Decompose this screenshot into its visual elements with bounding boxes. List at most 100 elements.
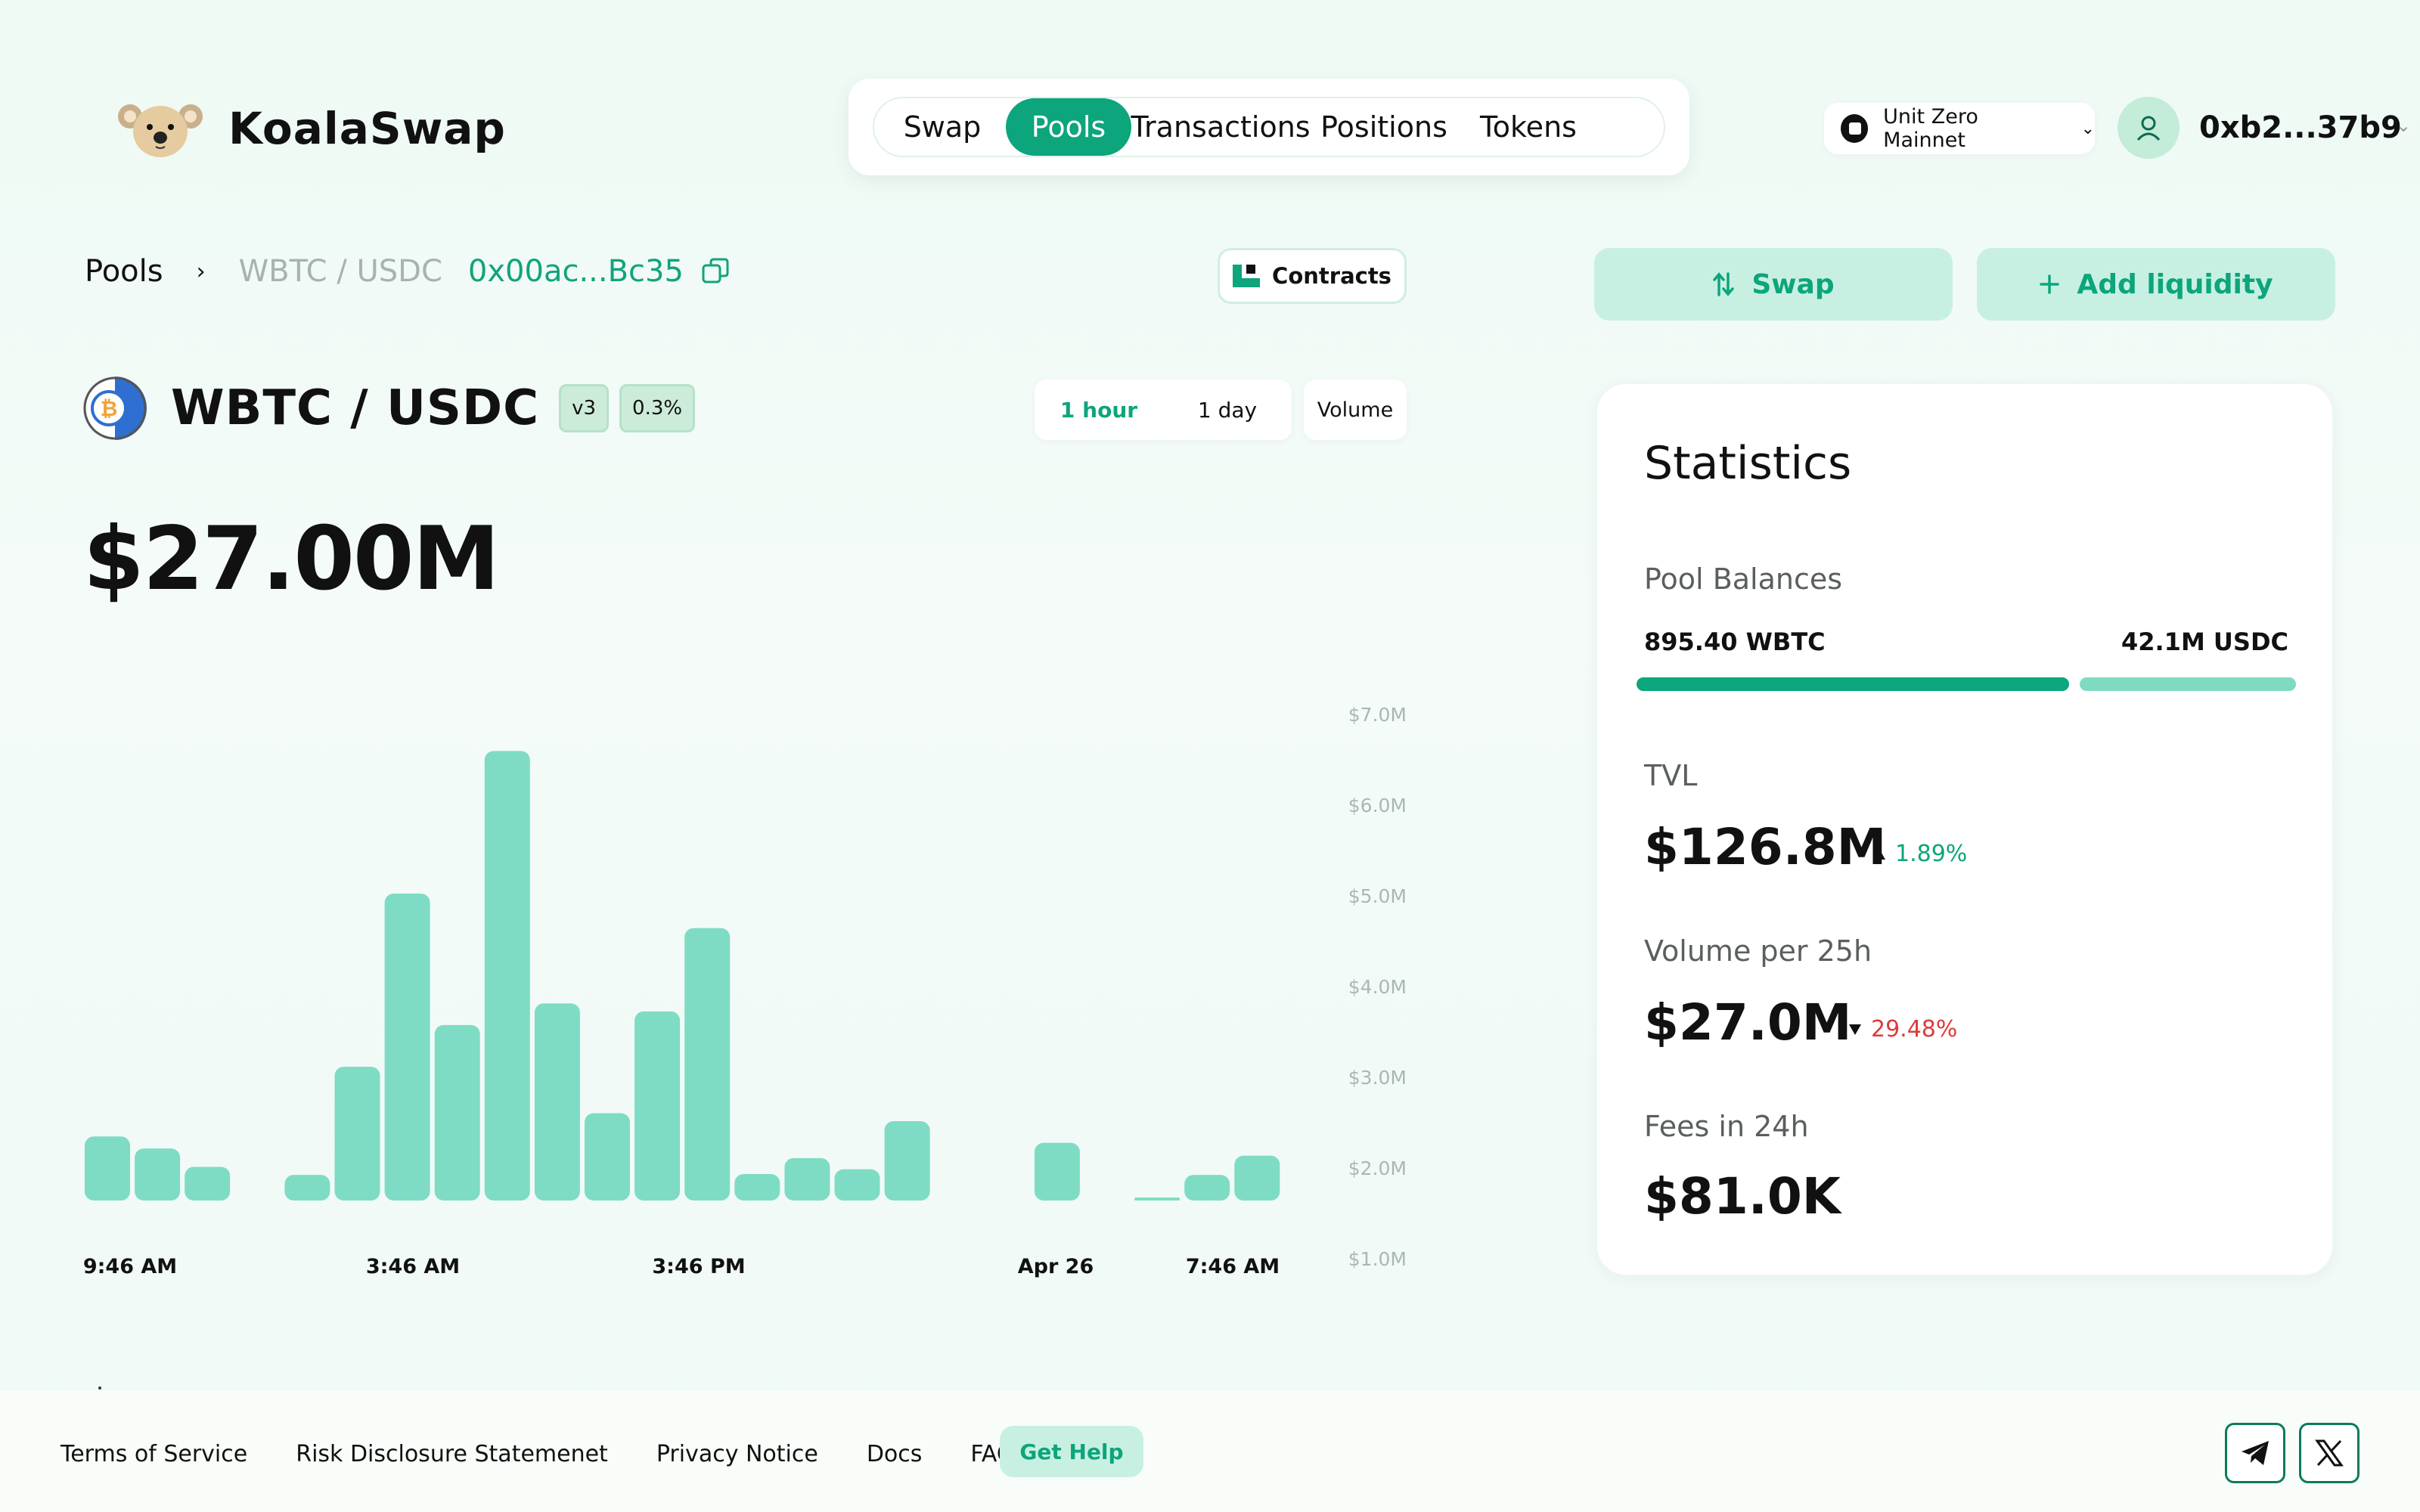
footer-link-docs[interactable]: Docs: [866, 1441, 923, 1467]
fees-value: $81.0K: [1644, 1167, 1841, 1225]
network-selector[interactable]: Unit Zero Mainnet ⌄: [1824, 103, 2095, 154]
chart-bar[interactable]: [734, 1174, 780, 1201]
main-nav: Swap Pools Transactions Positions Tokens: [849, 79, 1689, 175]
balance-bar-a: [1637, 677, 2069, 691]
range-option-1-day[interactable]: 1 day: [1197, 397, 1258, 423]
chart-bar[interactable]: [85, 1136, 130, 1201]
fee-badge: 0.3%: [619, 384, 696, 432]
pool-heading: ₿ WBTC / USDC v3 0.3%: [82, 375, 696, 442]
contracts-button[interactable]: Contracts: [1218, 248, 1407, 304]
chart-bar[interactable]: [334, 1066, 380, 1201]
chevron-down-icon: ⌄: [2080, 119, 2095, 138]
pool-balances-label: Pool Balances: [1644, 562, 1843, 596]
chart-bar[interactable]: [1134, 1198, 1181, 1201]
footer: Terms of Service Risk Disclosure Statemen…: [0, 1391, 2420, 1512]
chart-bar[interactable]: [135, 1148, 181, 1201]
chart-bar[interactable]: [1034, 1142, 1080, 1201]
breadcrumb-pair: WBTC / USDC: [238, 254, 442, 289]
triangle-down-icon: [1849, 1024, 1861, 1035]
koala-logo-icon: [118, 104, 203, 157]
version-badge: v3: [559, 384, 610, 432]
tab-pools[interactable]: Pools: [1006, 98, 1131, 156]
avatar: [2118, 97, 2180, 159]
chart-bar[interactable]: [185, 1167, 231, 1201]
x-icon: [2315, 1439, 2344, 1467]
plus-icon: [2040, 274, 2060, 294]
account-button[interactable]: 0xb2...37b9: [2118, 97, 2402, 159]
footer-link-risk-disclosure-statemenet[interactable]: Risk Disclosure Statemenet: [296, 1441, 608, 1467]
tvl-change: 1.89%: [1872, 841, 1967, 867]
chart-bar[interactable]: [884, 1121, 930, 1201]
x-tick-label: 7:46 AM: [1186, 1255, 1280, 1278]
chart-bar[interactable]: [1234, 1155, 1280, 1201]
y-tick-label: $5.0M: [1348, 885, 1407, 907]
chart-bar[interactable]: [585, 1113, 630, 1201]
fees-label: Fees in 24h: [1644, 1110, 1809, 1143]
volume-chart: 9:46 AM 3:46 AM 3:46 PM Apr 26 7:46 AM $7.0M $…: [83, 704, 1407, 1278]
chart-bar[interactable]: [1184, 1175, 1230, 1201]
tvl-change-value: 1.89%: [1895, 841, 1968, 867]
chart-bar[interactable]: [434, 1024, 480, 1201]
network-label: Unit Zero Mainnet: [1883, 105, 1978, 152]
x-tick-label: 9:46 AM: [83, 1255, 177, 1278]
chart-bar[interactable]: [634, 1011, 681, 1201]
tvl-value: $126.8M: [1644, 818, 1887, 876]
x-tick-label: 3:46 AM: [366, 1255, 460, 1278]
tab-swap[interactable]: Swap: [903, 110, 982, 144]
x-tick-label: 3:46 PM: [652, 1255, 745, 1278]
chart-bar[interactable]: [484, 751, 530, 1201]
volume-change-value: 29.48%: [1871, 1016, 1958, 1043]
chart-bar[interactable]: [684, 928, 731, 1201]
pool-balances-row: 895.40 WBTC 42.1M USDC: [1644, 627, 2288, 656]
contracts-icon: [1233, 265, 1261, 287]
balance-a: 895.40 WBTC: [1644, 627, 1826, 656]
tab-transactions[interactable]: Transactions: [1131, 110, 1311, 144]
tab-tokens[interactable]: Tokens: [1480, 110, 1577, 144]
footer-link-terms-of-service[interactable]: Terms of Service: [60, 1441, 248, 1467]
user-icon: [2136, 116, 2161, 141]
range-option-1-hour[interactable]: 1 hour: [1060, 397, 1138, 423]
chart-bar[interactable]: [384, 894, 430, 1201]
footer-links: Terms of Service Risk Disclosure Statemen…: [60, 1441, 1075, 1467]
swap-button[interactable]: Swap: [1594, 248, 1953, 321]
copy-icon[interactable]: [700, 256, 731, 287]
x-button[interactable]: [2299, 1423, 2360, 1483]
breadcrumb-pools[interactable]: Pools: [85, 254, 163, 289]
chevron-down-icon[interactable]: ⌄: [2396, 115, 2412, 136]
headline-volume-value: $27.00M: [83, 508, 500, 610]
swap-arrows-icon: [1713, 272, 1735, 296]
get-help-button[interactable]: Get Help: [1000, 1426, 1143, 1477]
chart-bar[interactable]: [834, 1169, 880, 1201]
footer-link-privacy-notice[interactable]: Privacy Notice: [656, 1441, 818, 1467]
breadcrumb: Pools › WBTC / USDC 0x00ac...Bc35: [85, 254, 731, 289]
chart-bar[interactable]: [534, 1003, 580, 1201]
nav-tabs: Swap Pools Transactions Positions Tokens: [873, 97, 1665, 157]
balance-b: 42.1M USDC: [2121, 627, 2288, 656]
x-tick-label: Apr 26: [1018, 1255, 1094, 1278]
volume-label: Volume per 25h: [1644, 934, 1872, 968]
app-logo[interactable]: KoalaSwap: [118, 97, 506, 160]
breadcrumb-separator: ›: [196, 258, 206, 285]
contracts-label: Contracts: [1272, 263, 1392, 289]
balance-bar-b: [2080, 677, 2296, 691]
app-name: KoalaSwap: [228, 103, 506, 154]
pool-address[interactable]: 0x00ac...Bc35: [467, 254, 684, 289]
y-tick-label: $6.0M: [1348, 795, 1407, 816]
chart-bar[interactable]: [284, 1175, 330, 1201]
chart-marker-dot: [98, 1387, 101, 1390]
y-tick-label: $4.0M: [1348, 976, 1407, 998]
metric-selector[interactable]: Volume: [1304, 380, 1407, 440]
svg-text:₿: ₿: [101, 396, 118, 421]
add-liquidity-label: Add liquidity: [2077, 268, 2273, 300]
chart-bar[interactable]: [784, 1157, 830, 1201]
statistics-card: Statistics Pool Balances 895.40 WBTC 42.…: [1596, 383, 2334, 1276]
telegram-button[interactable]: [2225, 1423, 2285, 1483]
bitcoin-usdc-pair-icon: ₿: [83, 376, 147, 440]
account-address: 0xb2...37b9: [2199, 110, 2402, 145]
add-liquidity-button[interactable]: Add liquidity: [1977, 248, 2335, 321]
statistics-title: Statistics: [1644, 437, 1852, 490]
tab-positions[interactable]: Positions: [1320, 110, 1447, 144]
volume-value: $27.0M: [1644, 993, 1852, 1052]
y-tick-label: $3.0M: [1348, 1067, 1407, 1089]
y-tick-label: $7.0M: [1348, 704, 1407, 726]
